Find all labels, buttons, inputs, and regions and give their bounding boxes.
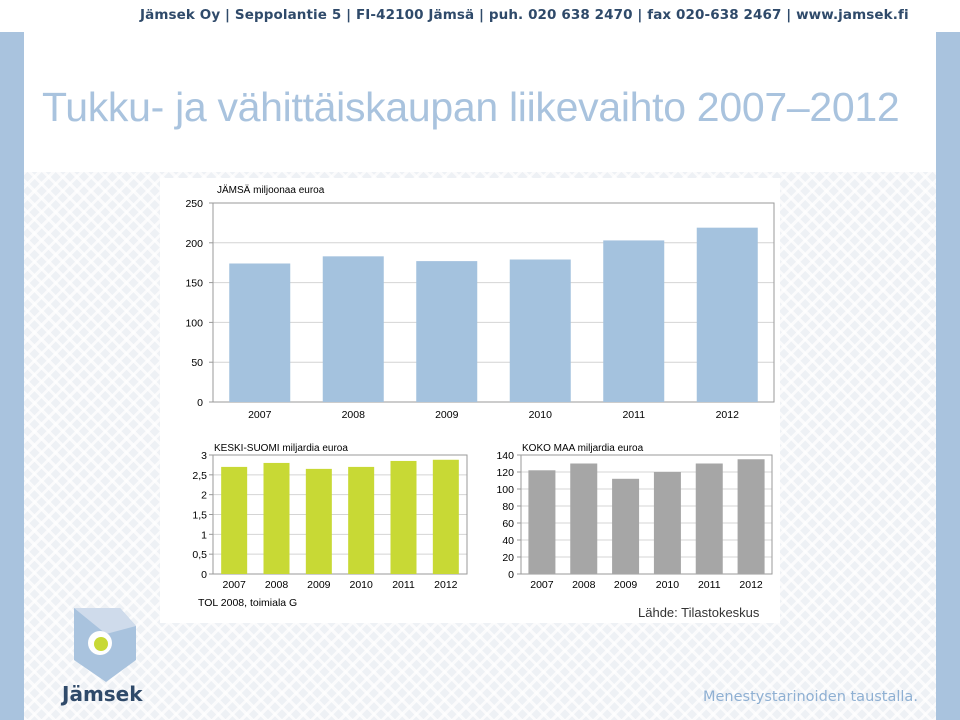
keski-suomi-bar-2008	[263, 462, 290, 574]
keski-suomi-bar-2009	[305, 468, 332, 574]
keski-suomi-ytick-label: 2,5	[192, 470, 207, 482]
koko-maa-bar-2009	[612, 478, 640, 574]
jamsa-ytick-label: 50	[191, 357, 203, 369]
chart-keski-suomi: 0 0,5 1 1,5 2 2,5 3 2007 2008 2009 2010 2011 2012 KES…	[192, 443, 468, 591]
keski-suomi-bar-2011	[390, 460, 417, 574]
koko-maa-plot-frame	[520, 454, 773, 575]
jamsa-xtick-label: 2012	[716, 409, 740, 421]
jamsa-bar-2010	[509, 259, 571, 402]
jamsa-xtick-label: 2009	[435, 409, 459, 421]
keski-suomi-ytick-label: 0	[201, 569, 207, 581]
koko-maa-bar-2007	[528, 470, 556, 574]
koko-maa-ytick-label: 140	[496, 450, 514, 462]
koko-maa-ytick-label: 40	[502, 535, 514, 547]
koko-maa-chart-title: KOKO MAA miljardia euroa	[522, 443, 644, 454]
jamsa-ytick-label: 150	[185, 278, 203, 290]
jamsa-plot-frame	[212, 202, 775, 403]
title-area	[24, 32, 936, 172]
jamsa-bar-2011	[603, 240, 665, 402]
keski-suomi-chart-title: KESKI-SUOMI miljardia euroa	[214, 443, 348, 454]
koko-maa-ytick-label: 120	[496, 467, 514, 479]
keski-suomi-ytick-label: 3	[201, 450, 207, 462]
koko-maa-bar-2008	[570, 463, 598, 574]
koko-maa-xtick-label: 2009	[614, 579, 638, 591]
jamsa-xtick-label: 2008	[342, 409, 366, 421]
jamsa-ytick-label: 0	[197, 397, 203, 409]
jamsek-logo-icon	[74, 608, 136, 682]
chart-koko-maa: 0 20 40 60 80 100 120 140 2007 2008 2009 2010 2011 20…	[496, 443, 773, 591]
koko-maa-ytick-label: 0	[508, 569, 514, 581]
jamsa-xtick-label: 2007	[248, 409, 272, 421]
koko-maa-ytick-label: 20	[502, 552, 514, 564]
keski-suomi-xtick-label: 2012	[434, 579, 458, 591]
keski-suomi-ytick-label: 0,5	[192, 549, 207, 561]
footnote: TOL 2008, toimiala G	[198, 597, 297, 609]
chart-jamsa: 0 50 100 150 200 250 2007 2008 2009 2010 2011 2012 J…	[185, 184, 775, 421]
jamsa-ytick-label: 200	[185, 238, 203, 250]
keski-suomi-xtick-label: 2009	[307, 579, 331, 591]
header-bar: Jämsek Oy | Seppolantie 5 | FI-42100 Jäm…	[0, 0, 960, 32]
source-note: Lähde: Tilastokeskus	[638, 605, 760, 620]
keski-suomi-ytick-label: 1	[201, 529, 207, 541]
jamsa-chart-title: JÄMSÄ miljoonaa euroa	[217, 184, 325, 196]
koko-maa-xtick-label: 2008	[572, 579, 596, 591]
keski-suomi-bar-2012	[432, 459, 459, 574]
jamsa-bar-2009	[416, 261, 478, 402]
jamsa-bar-2012	[696, 227, 758, 402]
keski-suomi-xtick-label: 2010	[349, 579, 373, 591]
koko-maa-xtick-label: 2010	[656, 579, 680, 591]
koko-maa-xtick-label: 2007	[530, 579, 554, 591]
keski-suomi-xtick-label: 2008	[265, 579, 289, 591]
keski-suomi-xtick-label: 2011	[392, 579, 415, 591]
logo-text: Jämsek	[62, 682, 143, 706]
contact-info: Jämsek Oy | Seppolantie 5 | FI-42100 Jäm…	[140, 7, 909, 23]
jamsa-xtick-label: 2011	[622, 409, 645, 421]
keski-suomi-xtick-label: 2007	[222, 579, 246, 591]
slide-title: Tukku- ja vähittäiskaupan liikevaihto 20…	[42, 84, 900, 130]
jamsa-ytick-label: 100	[185, 317, 203, 329]
keski-suomi-ytick-label: 2	[201, 490, 207, 502]
koko-maa-ytick-label: 80	[502, 501, 514, 513]
koko-maa-ytick-label: 60	[502, 518, 514, 530]
jamsa-xtick-label: 2010	[529, 409, 553, 421]
keski-suomi-plot-frame	[212, 454, 468, 575]
koko-maa-bar-2011	[695, 463, 723, 574]
jamsa-ytick-label: 250	[185, 198, 203, 210]
tagline: Menestystarinoiden taustalla.	[703, 689, 918, 705]
keski-suomi-ytick-label: 1,5	[192, 510, 207, 522]
jamsa-bar-2008	[322, 256, 384, 402]
koko-maa-bar-2010	[653, 472, 681, 574]
keski-suomi-bar-2010	[348, 466, 375, 574]
koko-maa-ytick-label: 100	[496, 484, 514, 496]
jamsa-bar-2007	[229, 263, 291, 402]
koko-maa-bar-2012	[737, 459, 765, 574]
keski-suomi-bar-2007	[221, 466, 248, 574]
koko-maa-xtick-label: 2012	[739, 579, 763, 591]
koko-maa-xtick-label: 2011	[698, 579, 721, 591]
